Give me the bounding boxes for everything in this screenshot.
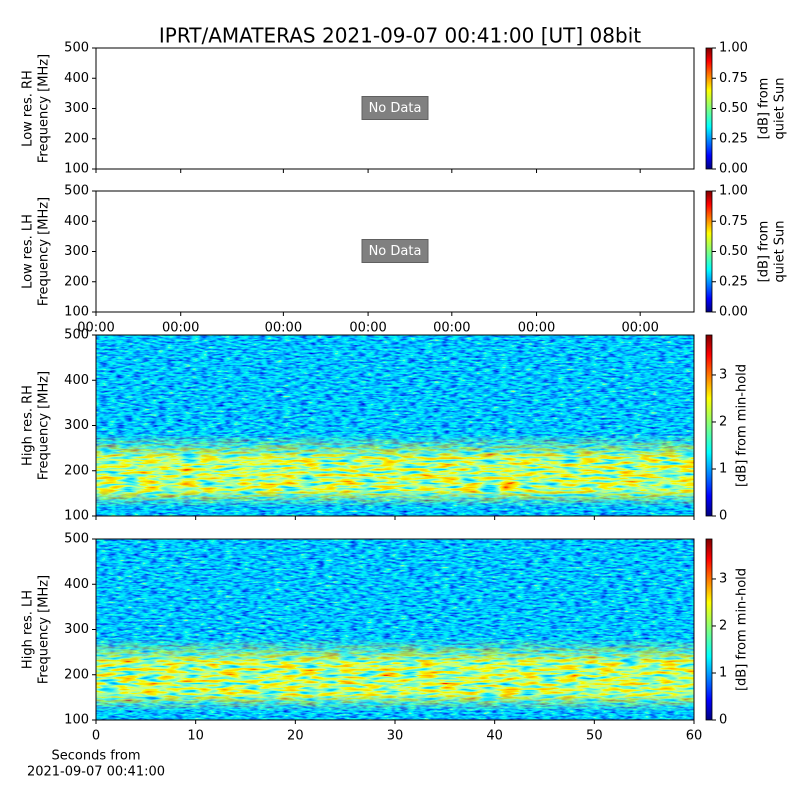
y-tick-label: 200 [64,667,89,682]
y-tick-label: 100 [64,509,89,524]
y-tick-label: 300 [64,622,89,637]
y-axis-label: High res. RH [21,385,36,466]
y-axis-label: High res. LH [21,590,36,669]
x-tick-label: 00:00 [265,321,302,336]
colorbar-tick-label: 0.25 [719,131,748,146]
x-tick-label: 00:00 [621,321,658,336]
x-tick-label: 30 [387,729,404,744]
y-tick-label: 400 [64,577,89,592]
colorbar-label: quiet Sun [773,77,788,139]
colorbar [705,538,713,721]
y-tick-label: 200 [64,463,89,478]
colorbar-tick-label: 1.00 [719,41,748,56]
colorbar-tick-label: 0.75 [719,71,748,86]
y-axis-label: Frequency [MHz] [37,371,52,480]
y-tick-label: 300 [64,244,89,259]
colorbar-tick-label: 0 [719,509,727,524]
y-tick-label: 400 [64,214,89,229]
figure-title: IPRT/AMATERAS 2021-09-07 00:41:00 [UT] 0… [159,24,641,48]
no-data-box [361,239,429,263]
y-tick-label: 200 [64,274,89,289]
colorbar-tick-label: 0.75 [719,214,748,229]
colorbar [705,190,713,313]
x-tick-label: 00:00 [518,321,555,336]
colorbar-tick-label: 2 [719,618,727,633]
y-tick-label: 400 [64,71,89,86]
x-tick-label: 0 [92,729,100,744]
y-axis-label: Low res. RH [21,70,36,147]
y-axis-label: Frequency [MHz] [37,197,52,306]
x-tick-label: 40 [486,729,503,744]
y-tick-label: 400 [64,373,89,388]
y-tick-label: 500 [64,41,89,56]
y-tick-label: 500 [64,532,89,547]
colorbar-label: [dB] from [757,221,772,283]
colorbar-tick-label: 1.00 [719,184,748,199]
y-axis-label: Low res. LH [21,214,36,289]
y-tick-label: 500 [64,184,89,199]
colorbar-tick-label: 3 [719,571,727,586]
y-tick-label: 100 [64,713,89,728]
x-tick-label: 50 [586,729,603,744]
x-tick-label: 00:00 [433,321,470,336]
colorbar-label: [dB] from min-hold [735,364,750,487]
colorbar-tick-label: 0.00 [719,162,748,177]
colorbar-tick-label: 0 [719,713,727,728]
x-axis-label: Seconds from [51,749,140,764]
y-tick-label: 200 [64,131,89,146]
colorbar-tick-label: 3 [719,367,727,382]
y-axis-label: Frequency [MHz] [37,54,52,163]
colorbar-tick-label: 0.50 [719,244,748,259]
colorbar-label: [dB] from [757,78,772,140]
x-tick-label: 60 [686,729,703,744]
spectrogram-burst [96,335,694,516]
x-tick-label: 00:00 [349,321,386,336]
no-data-label: No Data [369,244,422,259]
y-tick-label: 100 [64,162,89,177]
colorbar-tick-label: 0.50 [719,101,748,116]
no-data-label: No Data [369,101,422,116]
colorbar-tick-label: 1 [719,665,727,680]
colorbar [705,47,713,170]
no-data-box [361,96,429,120]
x-tick-label: 00:00 [162,321,199,336]
spectrogram-burst [96,539,694,720]
y-tick-label: 500 [64,328,89,343]
colorbar [705,334,713,517]
colorbar-tick-label: 2 [719,414,727,429]
y-tick-label: 300 [64,101,89,116]
y-tick-label: 100 [64,305,89,320]
x-tick-label: 10 [187,729,204,744]
y-tick-label: 300 [64,418,89,433]
colorbar-tick-label: 1 [719,461,727,476]
colorbar-label: quiet Sun [773,220,788,282]
x-tick-label: 20 [287,729,304,744]
colorbar-tick-label: 0.00 [719,305,748,320]
y-axis-label: Frequency [MHz] [37,575,52,684]
x-tick-label: 00:00 [77,321,114,336]
colorbar-label: [dB] from min-hold [735,568,750,691]
x-axis-label: 2021-09-07 00:41:00 [27,765,165,780]
colorbar-tick-label: 0.25 [719,274,748,289]
